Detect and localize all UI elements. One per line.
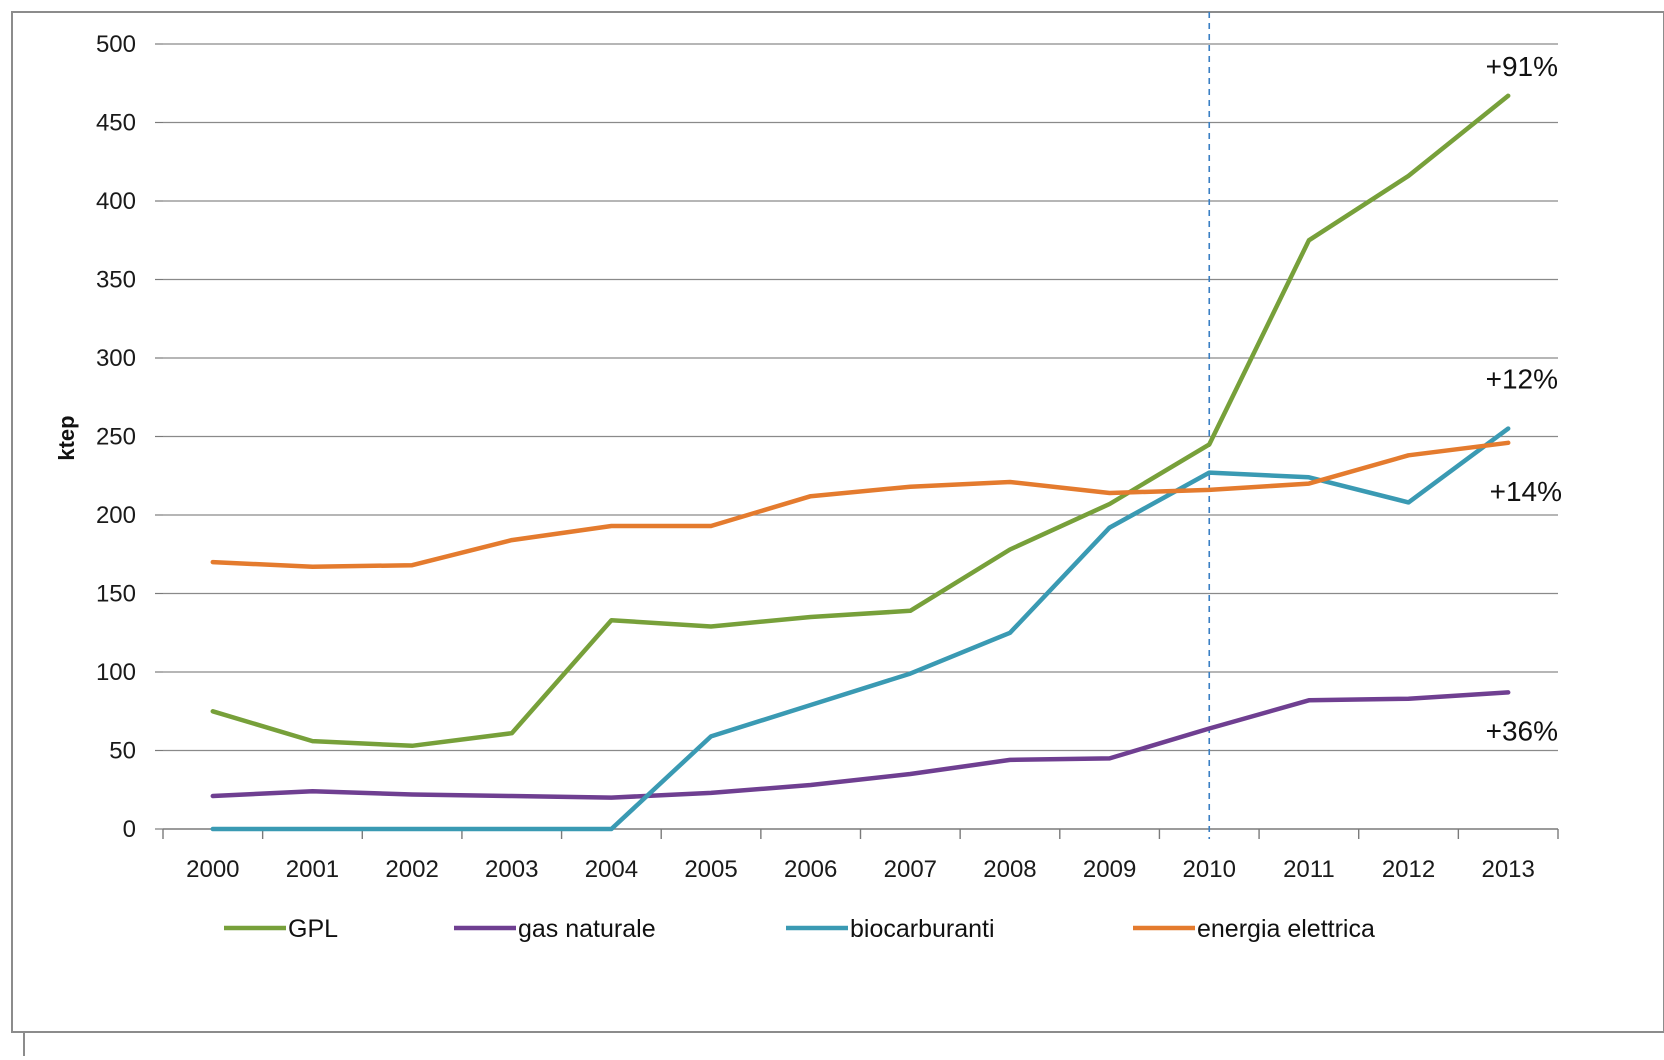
x-tick-label: 2013 — [1481, 856, 1534, 883]
x-tick-label: 2001 — [286, 856, 339, 883]
y-axis-label: ktep — [54, 415, 79, 460]
legend: GPL gas naturale biocarburanti energia elet… — [224, 915, 1375, 943]
y-tick-label: 100 — [96, 659, 136, 686]
y-tick-label: 450 — [96, 110, 136, 137]
x-tick-label: 2012 — [1382, 856, 1435, 883]
y-tick-label: 250 — [96, 424, 136, 451]
x-tick-label: 2004 — [585, 856, 638, 883]
chart-frame — [11, 11, 1664, 1033]
x-tick-label: 2007 — [884, 856, 937, 883]
legend-label-gas-naturale: gas naturale — [518, 915, 656, 943]
x-tick-label: 2010 — [1183, 856, 1236, 883]
legend-label-energia-elettrica: energia elettrica — [1197, 915, 1375, 943]
x-tick-label: 2011 — [1283, 856, 1335, 883]
y-tick-label: 0 — [123, 816, 136, 843]
series-line-gpl — [210, 93, 1511, 749]
y-tick-label: 500 — [96, 31, 136, 58]
gridlines — [163, 43, 1558, 752]
annotation-label: +14% — [1490, 476, 1562, 507]
x-tick-label: 2006 — [784, 856, 837, 883]
legend-label-biocarburanti: biocarburanti — [850, 915, 995, 943]
y-tick-label: 200 — [96, 502, 136, 529]
x-tick-label: 2008 — [983, 856, 1036, 883]
x-tick-labels: 2000 2001 2002 2003 2004 2005 2006 2007 2008 2009… — [186, 856, 1535, 883]
x-tick-label: 2000 — [186, 856, 239, 883]
series-lines — [210, 93, 1511, 832]
y-tick-label: 350 — [96, 267, 136, 294]
annotation-label: +36% — [1486, 715, 1558, 746]
y-tick-label: 50 — [109, 738, 136, 765]
annotation-label: +12% — [1486, 364, 1558, 395]
x-tick-label: 2003 — [485, 856, 538, 883]
x-tick-label: 2005 — [684, 856, 737, 883]
y-tick-label: 150 — [96, 581, 136, 608]
annotation-label: +91% — [1486, 51, 1558, 82]
y-tick-label: 400 — [96, 188, 136, 215]
legend-label-gpl: GPL — [288, 915, 338, 943]
y-tick-labels: 0 50 100 150 200 250 300 350 400 450 500 — [96, 31, 136, 843]
series-line-biocarburanti — [210, 426, 1511, 832]
x-tick-label: 2009 — [1083, 856, 1136, 883]
annotations: +91% +12% +14% +36% — [1486, 51, 1562, 747]
x-tick-label: 2002 — [385, 856, 438, 883]
y-tick-label: 300 — [96, 345, 136, 372]
series-line-energia-elettrica — [210, 440, 1511, 570]
series-line-gas-naturale — [210, 690, 1511, 800]
